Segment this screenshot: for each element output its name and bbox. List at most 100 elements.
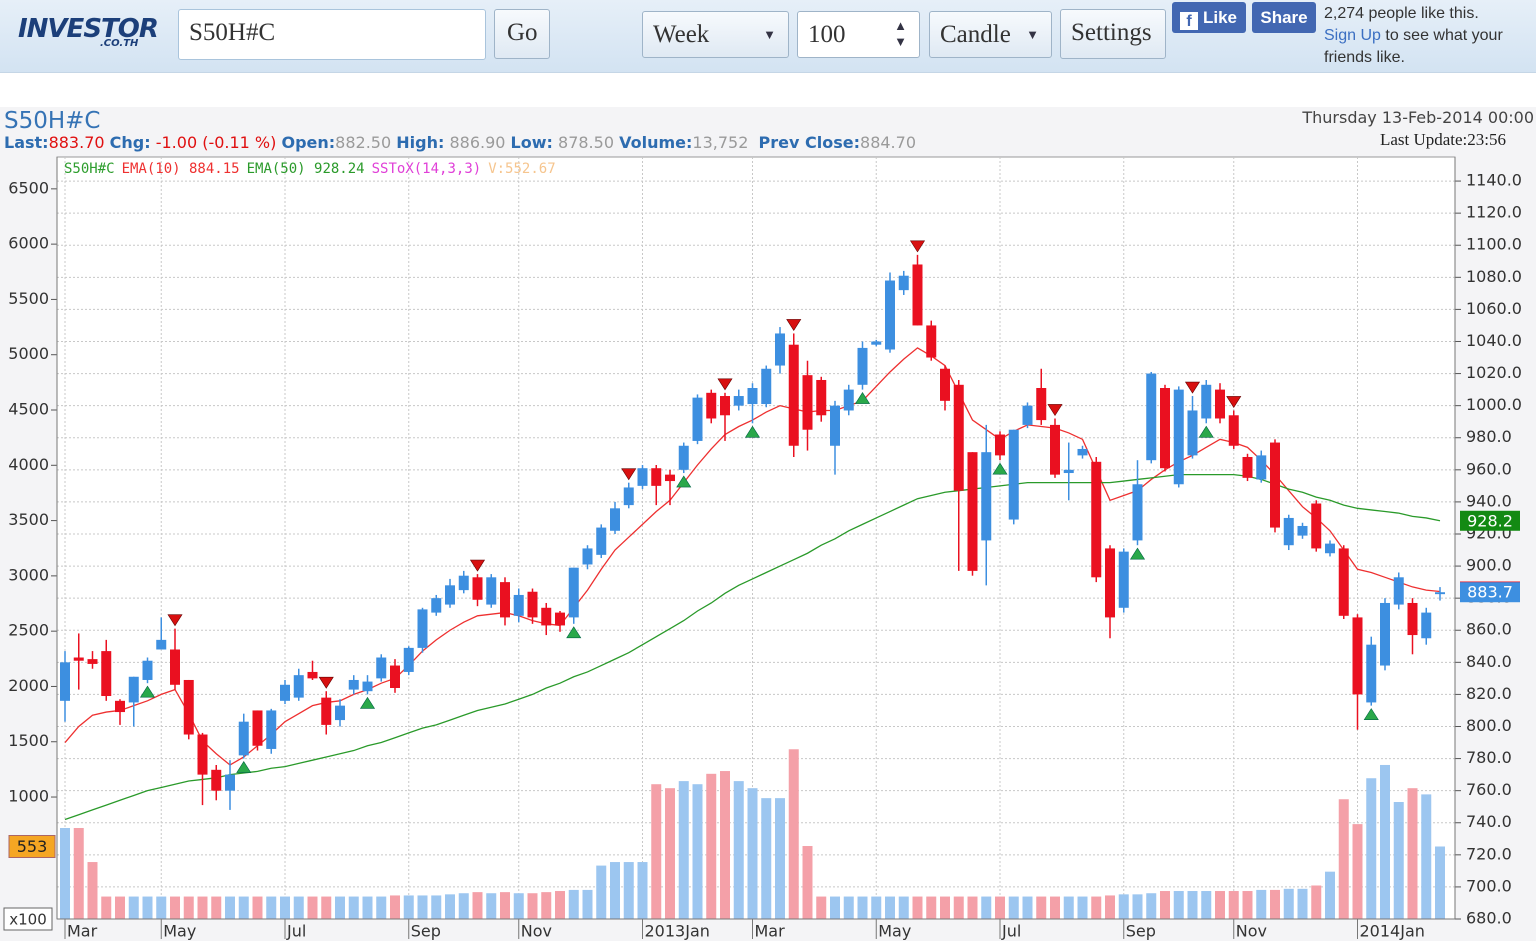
chart-title: S50H#C <box>4 108 101 134</box>
like-button[interactable]: f Like <box>1172 2 1246 33</box>
candle-body <box>87 659 98 664</box>
x-tick-label: Nov <box>521 922 552 941</box>
candle-body <box>1036 388 1047 421</box>
candle-body <box>555 612 565 626</box>
ema-line <box>64 473 1441 821</box>
candle-body <box>541 607 552 626</box>
settings-button[interactable]: Settings <box>1060 9 1166 59</box>
x-tick-label: Nov <box>1236 922 1267 941</box>
candle-body <box>1160 388 1170 469</box>
sell-signal <box>1226 396 1242 409</box>
symbol-input[interactable]: S50H#C <box>178 9 486 60</box>
buy-signal <box>992 462 1008 475</box>
style-select[interactable]: Candle ▼ <box>929 11 1052 58</box>
volume-bar <box>1421 794 1432 919</box>
volume-bar <box>445 894 455 919</box>
share-button[interactable]: Share <box>1252 2 1316 33</box>
spinner[interactable]: ▲ ▼ <box>894 18 907 49</box>
volume-bar <box>197 896 208 919</box>
volume-bar <box>1118 894 1129 919</box>
candle-body <box>445 585 455 605</box>
volume-bar <box>692 784 703 919</box>
count-input[interactable]: 100 ▲ ▼ <box>797 11 920 58</box>
y-tick-label: 680.0 <box>1466 909 1512 928</box>
candle-body <box>1022 405 1033 425</box>
volume-bar <box>183 896 194 919</box>
volume-bar <box>843 896 854 919</box>
candle-body <box>128 676 139 703</box>
candle-body <box>1118 551 1129 608</box>
candle-body <box>1407 602 1418 636</box>
candle-body <box>1132 484 1143 541</box>
volume-bar <box>87 862 98 919</box>
logo[interactable]: INVESTOR <box>18 14 159 44</box>
volume-bar <box>335 896 345 919</box>
candle-body <box>830 405 840 446</box>
candle-body <box>582 548 593 565</box>
candle-body <box>953 384 964 491</box>
volume-bar <box>816 896 827 919</box>
candle-body <box>1063 469 1074 474</box>
unit-box <box>3 907 53 931</box>
candle-body <box>362 681 373 692</box>
candle-body <box>1146 373 1157 461</box>
y-tick-label: 960.0 <box>1466 459 1512 478</box>
candle-body <box>733 396 744 406</box>
candle-body <box>926 325 937 358</box>
candle-body <box>403 647 414 672</box>
sell-signal <box>909 240 926 253</box>
volume-bar <box>953 896 964 919</box>
volume-bar <box>555 891 565 919</box>
volume-tag-label: 553 <box>17 837 48 856</box>
candle-body <box>348 679 359 690</box>
y-tick-label: 2000 <box>8 676 49 695</box>
volume-bar <box>348 896 359 919</box>
y-tick-label: 1000 <box>8 787 49 806</box>
date: Thursday 13-Feb-2014 00:00 <box>1302 108 1534 127</box>
candle-body <box>486 577 497 605</box>
candle-body <box>238 721 249 756</box>
candle-body <box>376 657 387 679</box>
candle-body <box>816 379 827 416</box>
y-tick-label: 720.0 <box>1466 844 1512 863</box>
y-tick-label: 760.0 <box>1466 780 1512 799</box>
candle-body <box>142 660 153 680</box>
volume-bar <box>307 896 318 919</box>
candle-body <box>1421 612 1432 639</box>
y-tick-label: 6500 <box>8 178 49 197</box>
signup-text: to see what your friends like. <box>1324 27 1503 66</box>
candle-body <box>115 700 125 713</box>
label: Open: <box>281 133 336 152</box>
value-tag <box>1460 510 1520 531</box>
candle-body <box>197 734 208 775</box>
y-tick-label: 800.0 <box>1466 716 1512 735</box>
candle-body <box>912 264 923 326</box>
candle-body <box>293 675 304 698</box>
candle-body <box>665 474 675 482</box>
buy-signal <box>854 392 871 404</box>
volume-bar <box>665 788 675 919</box>
y-tick-label: 860.0 <box>1466 620 1512 639</box>
buy-signal <box>1198 425 1214 438</box>
value: 886.90 <box>449 133 506 152</box>
volume-bar <box>1338 799 1349 919</box>
y-tick-label: 980.0 <box>1466 427 1512 446</box>
go-button[interactable]: Go <box>494 9 550 59</box>
candle-body <box>1242 456 1253 478</box>
buy-signal <box>676 475 692 488</box>
buy-signal <box>566 626 582 639</box>
candle-body <box>967 452 978 571</box>
share-label: Share <box>1260 8 1308 27</box>
y-tick-label: 1060.0 <box>1466 299 1522 318</box>
period-select[interactable]: Week ▼ <box>642 11 789 58</box>
volume-bar <box>142 896 153 919</box>
buy-signal <box>744 425 761 438</box>
volume-bar <box>898 896 909 919</box>
volume-bar <box>967 896 978 919</box>
candle-body <box>321 697 332 725</box>
candle-body <box>692 397 703 441</box>
x-tick-label: Sep <box>411 922 441 941</box>
volume-bar <box>458 893 469 919</box>
candle-body <box>623 487 634 506</box>
signup-link[interactable]: Sign Up <box>1324 27 1381 44</box>
